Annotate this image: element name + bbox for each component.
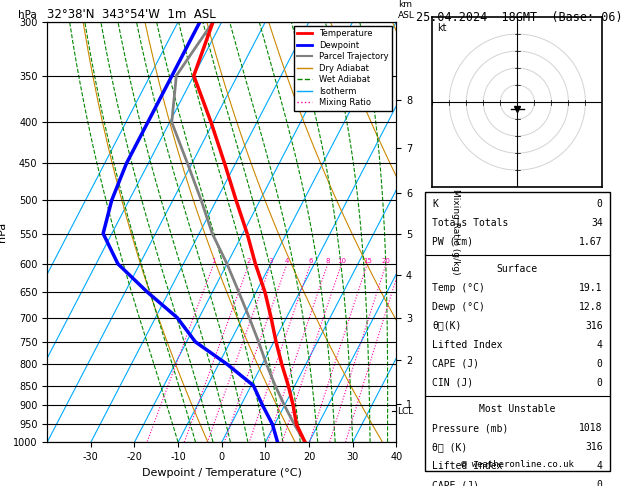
Text: 6: 6: [308, 258, 313, 264]
Text: 15: 15: [363, 258, 372, 264]
Text: 3: 3: [269, 258, 273, 264]
Text: Temp (°C): Temp (°C): [432, 282, 485, 293]
Text: 0: 0: [597, 199, 603, 209]
Text: Dewp (°C): Dewp (°C): [432, 302, 485, 312]
Text: Lifted Index: Lifted Index: [432, 461, 503, 471]
Text: 2: 2: [247, 258, 251, 264]
Text: CAPE (J): CAPE (J): [432, 480, 479, 486]
Text: Pressure (mb): Pressure (mb): [432, 423, 508, 433]
Text: 8: 8: [325, 258, 330, 264]
Text: 1: 1: [211, 258, 216, 264]
Text: © weatheronline.co.uk: © weatheronline.co.uk: [461, 460, 574, 469]
Legend: Temperature, Dewpoint, Parcel Trajectory, Dry Adiabat, Wet Adiabat, Isotherm, Mi: Temperature, Dewpoint, Parcel Trajectory…: [294, 26, 392, 111]
Text: 10: 10: [337, 258, 346, 264]
Text: 1.67: 1.67: [579, 237, 603, 247]
Text: 0: 0: [597, 378, 603, 387]
Y-axis label: hPa: hPa: [0, 222, 8, 242]
Text: 12.8: 12.8: [579, 302, 603, 312]
Text: Totals Totals: Totals Totals: [432, 218, 508, 228]
Text: 4: 4: [285, 258, 289, 264]
Text: 32°38'N  343°54'W  1m  ASL: 32°38'N 343°54'W 1m ASL: [47, 8, 216, 21]
Text: 4: 4: [597, 340, 603, 349]
Text: K: K: [432, 199, 438, 209]
Text: CAPE (J): CAPE (J): [432, 359, 479, 368]
Text: 0: 0: [597, 359, 603, 368]
Text: Most Unstable: Most Unstable: [479, 404, 555, 414]
Text: km
ASL: km ASL: [398, 0, 415, 20]
Text: LCL: LCL: [398, 407, 414, 416]
Text: 20: 20: [382, 258, 391, 264]
Text: 34: 34: [591, 218, 603, 228]
Text: 316: 316: [585, 321, 603, 330]
Text: kt: kt: [437, 23, 447, 33]
Text: hPa: hPa: [18, 10, 36, 20]
Text: 25.04.2024  18GMT  (Base: 06): 25.04.2024 18GMT (Base: 06): [416, 11, 622, 24]
Text: 19.1: 19.1: [579, 282, 603, 293]
Text: θᴇ(K): θᴇ(K): [432, 321, 462, 330]
Text: Mixing Ratio (g/kg): Mixing Ratio (g/kg): [451, 189, 460, 275]
Text: Lifted Index: Lifted Index: [432, 340, 503, 349]
Text: 0: 0: [597, 480, 603, 486]
Text: 4: 4: [597, 461, 603, 471]
Text: PW (cm): PW (cm): [432, 237, 473, 247]
X-axis label: Dewpoint / Temperature (°C): Dewpoint / Temperature (°C): [142, 468, 302, 478]
Text: 316: 316: [585, 442, 603, 452]
Text: CIN (J): CIN (J): [432, 378, 473, 387]
Text: θᴇ (K): θᴇ (K): [432, 442, 467, 452]
Text: 1018: 1018: [579, 423, 603, 433]
Text: Surface: Surface: [497, 263, 538, 274]
